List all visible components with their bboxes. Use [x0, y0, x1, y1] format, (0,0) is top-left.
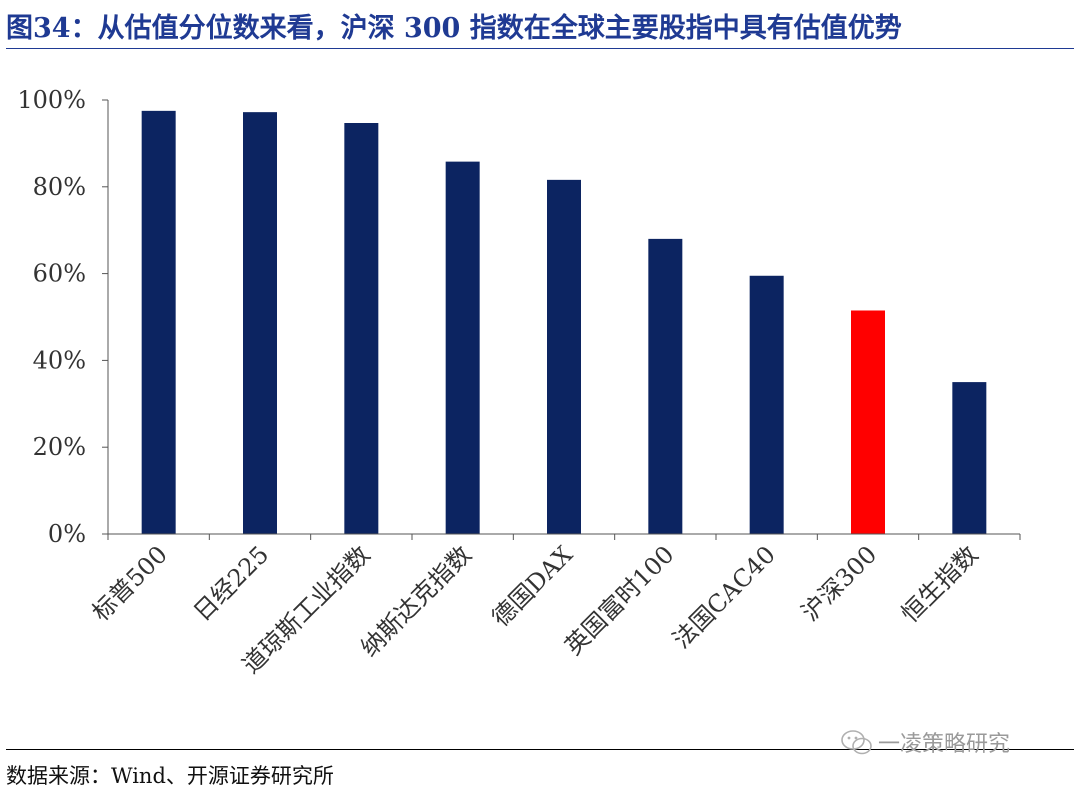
bar-5	[547, 179, 581, 534]
bar-chart: 0% 20% 40% 60% 80% 100% 标普500 日经225道琼斯工业指数纳斯达克…	[17, 86, 1021, 679]
x-tick-label: 标普500	[87, 540, 173, 626]
bar-1	[141, 110, 176, 534]
x-tick-label: 日经225	[188, 540, 274, 626]
x-tick-label: 沪深300	[796, 540, 882, 626]
watermark-text: 一凌策略研究	[878, 732, 1011, 757]
y-tick-label: 100%	[17, 86, 86, 114]
bar-7	[749, 275, 784, 534]
y-tick-label: 0%	[48, 520, 86, 548]
source-note: 数据来源：Wind、开源证券研究所	[6, 764, 334, 788]
bar-8	[851, 310, 885, 534]
figure-title: 图34：从估值分位数来看，沪深 300 指数在全球主要股指中具有估值优势	[6, 13, 902, 44]
x-tick-label: 德国DAX	[487, 540, 579, 632]
x-tick-label: 恒生指数	[896, 540, 984, 628]
bar-4	[445, 161, 480, 534]
y-tick-label: 60%	[33, 260, 86, 288]
y-tick-label: 40%	[33, 346, 86, 374]
y-axis: 0% 20% 40% 60% 80% 100%	[17, 86, 109, 548]
x-tick-label: 法国CAC40	[667, 540, 781, 654]
source-rule	[6, 749, 1074, 750]
bar-2	[243, 112, 277, 534]
bar-3	[344, 123, 379, 534]
x-tick-label: 英国富时100	[560, 540, 680, 660]
y-tick-label: 20%	[33, 433, 86, 461]
wechat-icon	[841, 730, 872, 755]
bar-9	[952, 382, 987, 534]
bar-6	[648, 238, 683, 534]
bars	[141, 110, 987, 534]
y-tick-label: 80%	[33, 173, 86, 201]
title-rule	[6, 48, 1074, 49]
